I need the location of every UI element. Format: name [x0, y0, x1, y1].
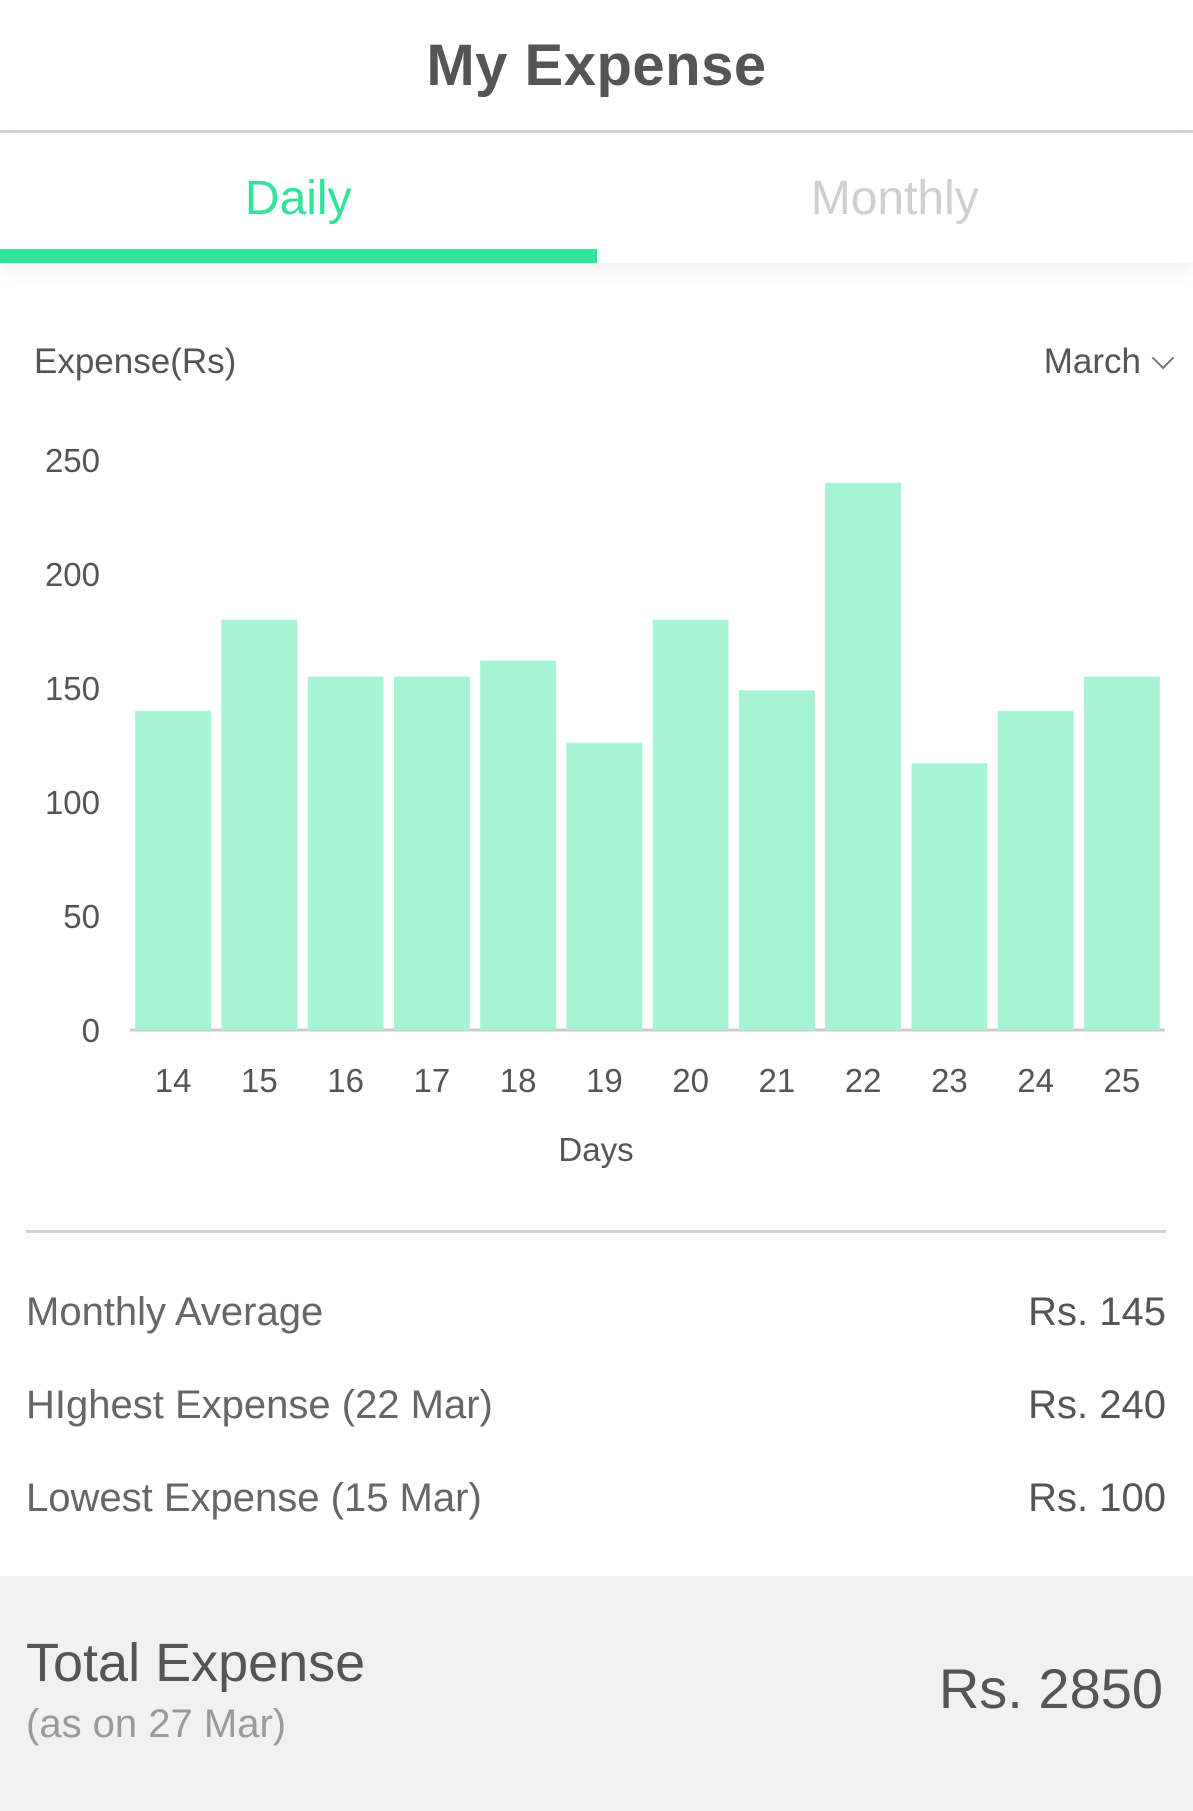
bar-day-16 — [307, 676, 384, 1030]
stat-value: Rs. 100 — [1028, 1476, 1166, 1520]
stat-label: Lowest Expense (15 Mar) — [26, 1476, 482, 1520]
bar-day-19 — [566, 742, 643, 1030]
tab-monthly[interactable]: Monthly — [810, 171, 979, 225]
bar-day-25 — [1083, 676, 1160, 1030]
x-tick-label: 22 — [845, 1062, 882, 1099]
x-tick-label: 25 — [1104, 1062, 1141, 1099]
x-tick-label: 21 — [759, 1062, 796, 1099]
bar-day-15 — [221, 619, 298, 1030]
x-tick-label: 18 — [500, 1062, 537, 1099]
page-title: My Expense — [426, 32, 767, 98]
bar-day-24 — [997, 710, 1074, 1030]
x-tick-label: 14 — [155, 1062, 192, 1099]
app-header: My Expense — [0, 0, 1193, 133]
x-tick-label: 20 — [672, 1062, 709, 1099]
month-dropdown[interactable]: March — [1043, 342, 1175, 382]
tab-daily[interactable]: Daily — [0, 133, 597, 263]
tab-bar: Daily Monthly — [0, 133, 1193, 263]
x-tick-label: 24 — [1017, 1062, 1054, 1099]
bar-day-20 — [652, 619, 729, 1030]
month-dropdown-value: March — [1043, 342, 1141, 381]
stat-label: HIghest Expense (22 Mar) — [26, 1383, 493, 1427]
x-tick-label: 15 — [241, 1062, 278, 1099]
y-axis-title: Expense(Rs) — [34, 342, 237, 381]
y-tick-label: 100 — [45, 784, 100, 821]
y-tick-label: 0 — [82, 1012, 100, 1049]
stat-highest-expense: HIghest Expense (22 Mar) Rs. 240 — [26, 1383, 1166, 1428]
chevron-down-icon — [1151, 346, 1175, 370]
stat-lowest-expense: Lowest Expense (15 Mar) Rs. 100 — [26, 1476, 1166, 1521]
bar-day-17 — [393, 676, 470, 1030]
x-tick-label: 16 — [327, 1062, 364, 1099]
total-expense-title: Total Expense — [26, 1633, 366, 1693]
stat-value: Rs. 240 — [1028, 1383, 1166, 1427]
y-tick-label: 250 — [45, 442, 100, 479]
x-axis-title: Days — [558, 1131, 633, 1168]
section-divider — [26, 1230, 1166, 1233]
total-expense-panel: Total Expense (as on 27 Mar) Rs. 2850 — [0, 1576, 1193, 1811]
total-expense-value: Rs. 2850 — [938, 1657, 1163, 1720]
bar-day-23 — [911, 763, 988, 1030]
stat-monthly-average: Monthly Average Rs. 145 — [26, 1290, 1166, 1335]
stat-label: Monthly Average — [26, 1290, 324, 1334]
bar-day-18 — [480, 660, 557, 1030]
y-tick-label: 200 — [45, 556, 100, 593]
bar-day-14 — [135, 710, 212, 1030]
total-expense-subtitle: (as on 27 Mar) — [26, 1702, 287, 1746]
y-tick-label: 150 — [45, 670, 100, 707]
x-tick-label: 19 — [586, 1062, 623, 1099]
y-tick-label: 50 — [63, 898, 100, 935]
expense-bar-chart: 0 50 100 150 200 250 14 15 16 17 18 19 20 21 22 23 24 25 D… — [45, 442, 1165, 1168]
bar-day-22 — [825, 482, 902, 1030]
x-tick-label: 23 — [931, 1062, 968, 1099]
stat-value: Rs. 145 — [1028, 1290, 1166, 1334]
bar-day-21 — [738, 690, 815, 1030]
x-tick-label: 17 — [414, 1062, 451, 1099]
